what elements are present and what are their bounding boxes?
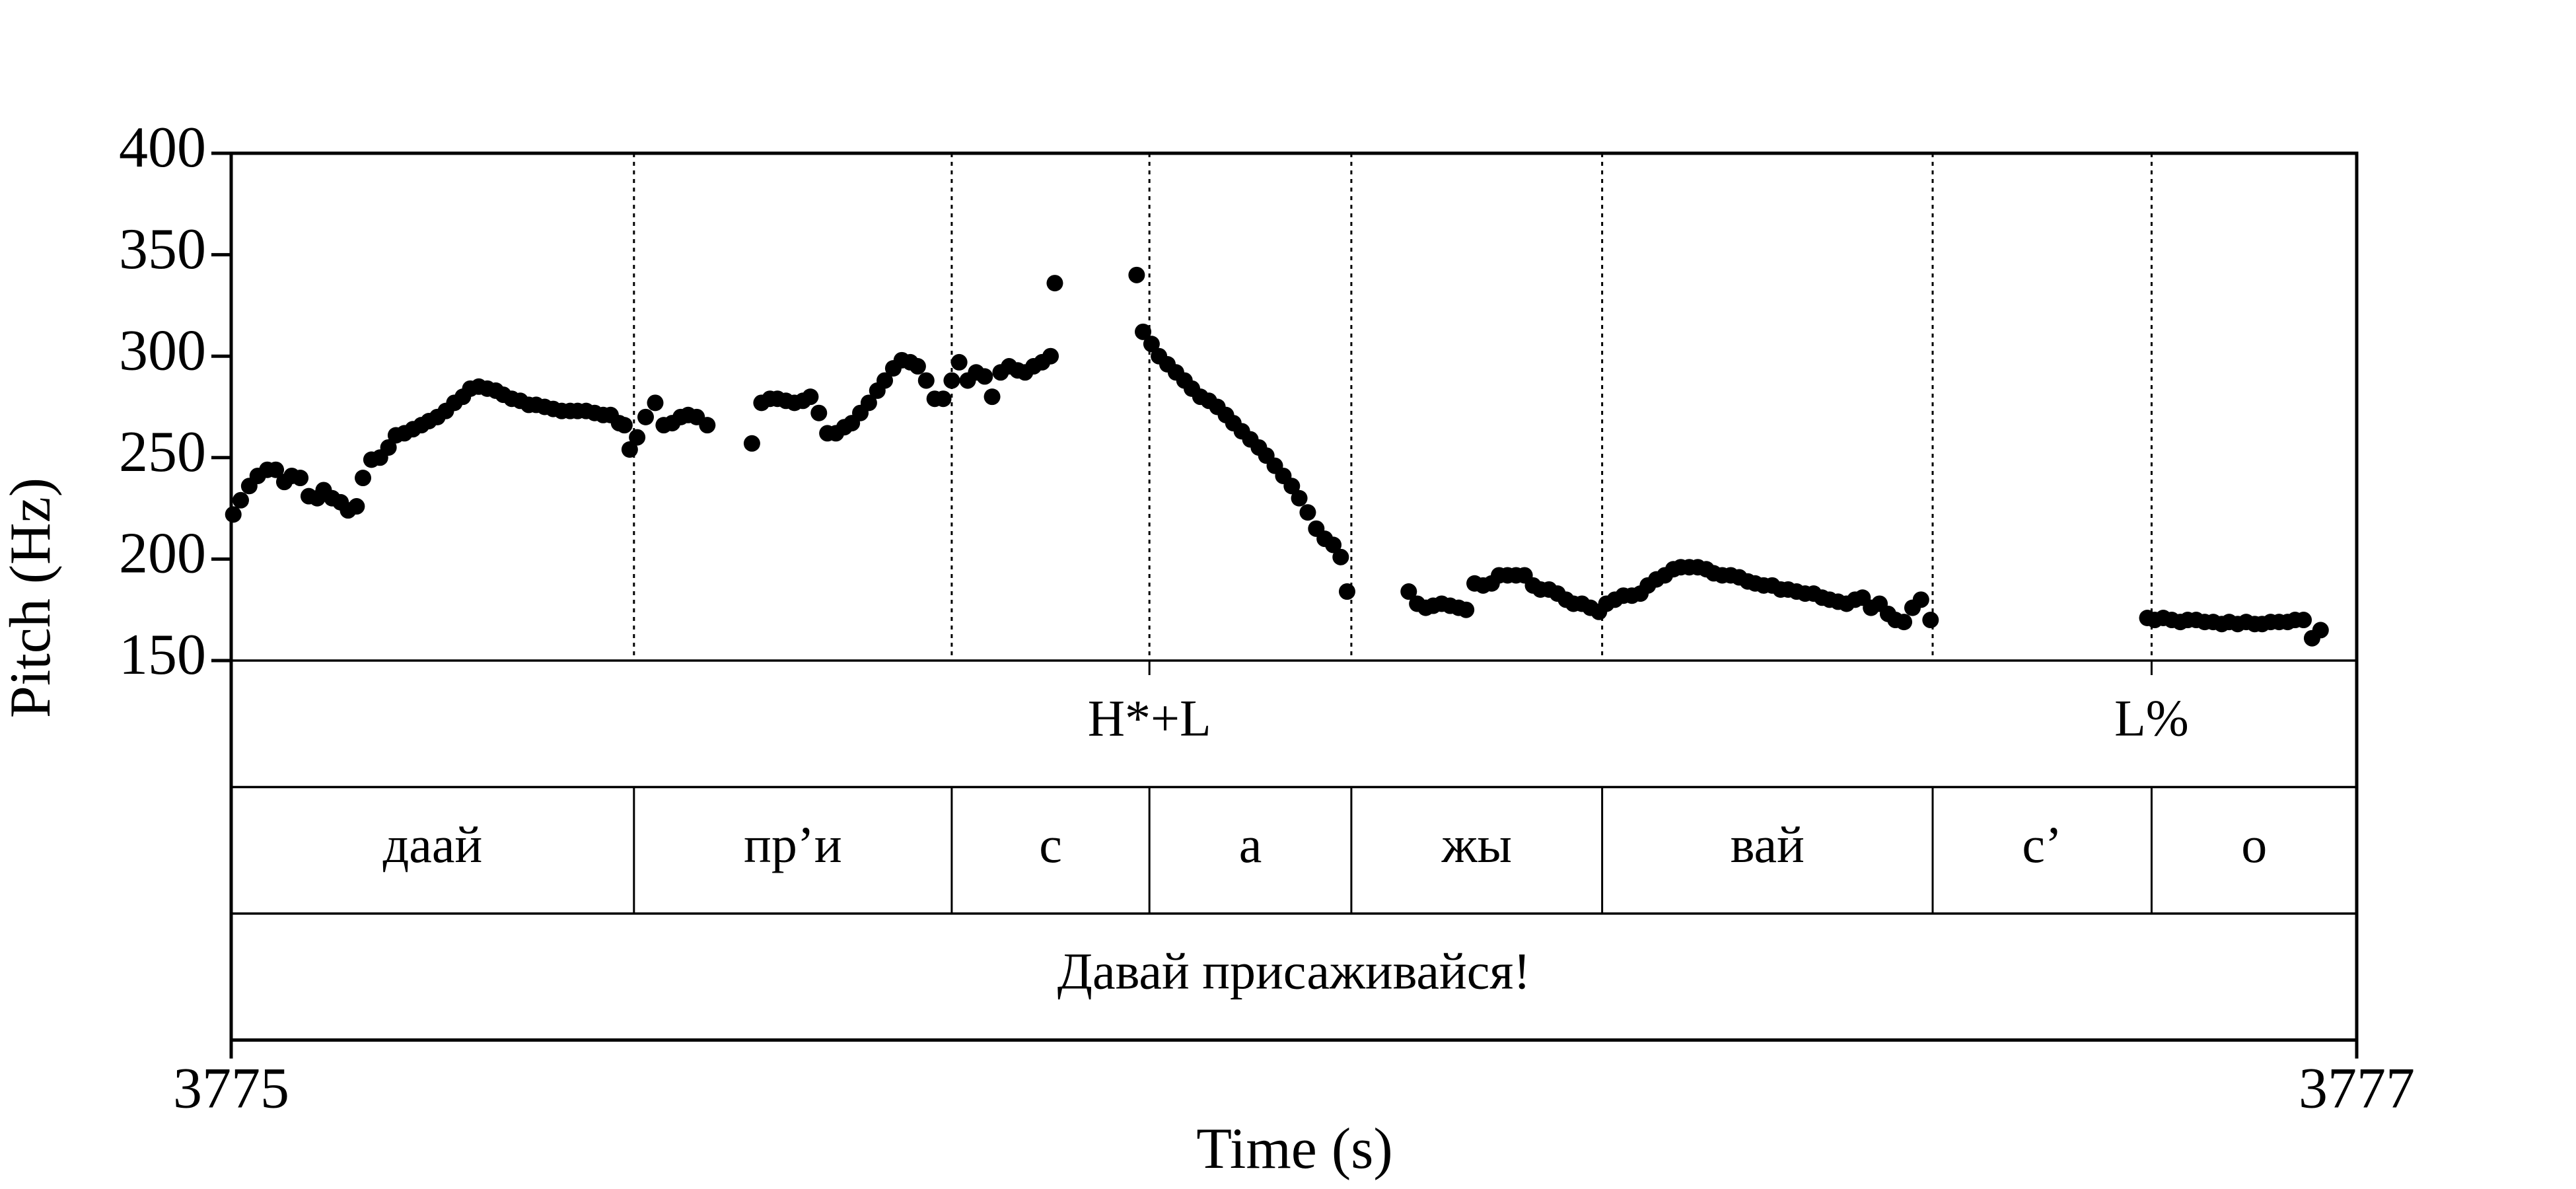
pitch-point bbox=[268, 461, 285, 478]
pitch-point bbox=[950, 353, 968, 371]
pitch-point bbox=[348, 498, 365, 515]
y-tick-label: 200 bbox=[119, 522, 206, 586]
pitch-point bbox=[292, 470, 309, 487]
y-tick-label: 150 bbox=[119, 623, 206, 687]
pitch-point bbox=[225, 506, 242, 523]
pitch-point bbox=[802, 388, 819, 406]
pitch-point bbox=[917, 372, 935, 389]
pitch-point bbox=[984, 388, 1001, 406]
interval-label: жы bbox=[1441, 816, 1512, 873]
pitch-point bbox=[935, 390, 952, 408]
y-axis-label: Pitch (Hz) bbox=[0, 478, 63, 718]
pitch-point bbox=[909, 358, 926, 375]
pitch-point bbox=[1135, 323, 1152, 340]
pitch-point bbox=[1042, 347, 1059, 365]
pitch-point bbox=[743, 435, 760, 452]
interval-label: о bbox=[2241, 816, 2267, 873]
pitch-point bbox=[629, 429, 646, 446]
pitch-point bbox=[860, 394, 877, 412]
y-tick-label: 400 bbox=[119, 116, 206, 180]
point-label: L% bbox=[2114, 690, 2189, 747]
pitch-point bbox=[1046, 275, 1063, 292]
interval-label: вай bbox=[1731, 816, 1805, 873]
pitch-point bbox=[810, 404, 828, 421]
pitch-point bbox=[380, 439, 397, 456]
pitch-point bbox=[1338, 583, 1355, 600]
interval-label: а bbox=[1239, 816, 1262, 873]
interval-label: с bbox=[1039, 816, 1062, 873]
pitch-point bbox=[621, 441, 638, 458]
pitch-point bbox=[1896, 614, 1913, 631]
pitch-point bbox=[1400, 583, 1417, 600]
pitch-point bbox=[2295, 612, 2312, 629]
pitch-point bbox=[1458, 601, 1475, 618]
pitch-point bbox=[699, 417, 716, 434]
pitch-point bbox=[1299, 504, 1316, 521]
pitch-point bbox=[1143, 336, 1160, 353]
pitch-point bbox=[943, 372, 960, 389]
x-tick-label: 3775 bbox=[173, 1057, 289, 1121]
interval-label: даай bbox=[383, 816, 483, 873]
pitch-point bbox=[647, 394, 664, 412]
pitch-point bbox=[1912, 591, 1929, 608]
interval-label: пр’и bbox=[744, 816, 841, 873]
pitch-point bbox=[1922, 612, 1939, 629]
pitch-point bbox=[232, 491, 249, 509]
x-axis-label: Time (s) bbox=[1196, 1117, 1392, 1181]
pitch-point bbox=[1325, 536, 1342, 554]
pitch-point bbox=[637, 408, 655, 425]
interval-label: Давай присаживайся! bbox=[1057, 943, 1530, 1000]
interval-label: с’ bbox=[2022, 816, 2062, 873]
y-tick-label: 250 bbox=[119, 420, 206, 484]
pitch-point bbox=[355, 470, 372, 487]
pitch-point bbox=[877, 372, 894, 389]
y-tick-label: 350 bbox=[119, 217, 206, 281]
x-tick-label: 3777 bbox=[2299, 1057, 2415, 1121]
pitch-point bbox=[1283, 478, 1301, 495]
pitch-point bbox=[2312, 622, 2329, 639]
pitch-point bbox=[1332, 548, 1349, 565]
y-tick-label: 300 bbox=[119, 318, 206, 382]
pitch-point bbox=[616, 417, 633, 434]
plot-frame bbox=[229, 151, 2359, 1042]
pitch-point bbox=[976, 368, 993, 385]
point-label: H*+L bbox=[1088, 690, 1211, 747]
pitch-point bbox=[1291, 489, 1308, 507]
pitch-point bbox=[1128, 266, 1145, 283]
